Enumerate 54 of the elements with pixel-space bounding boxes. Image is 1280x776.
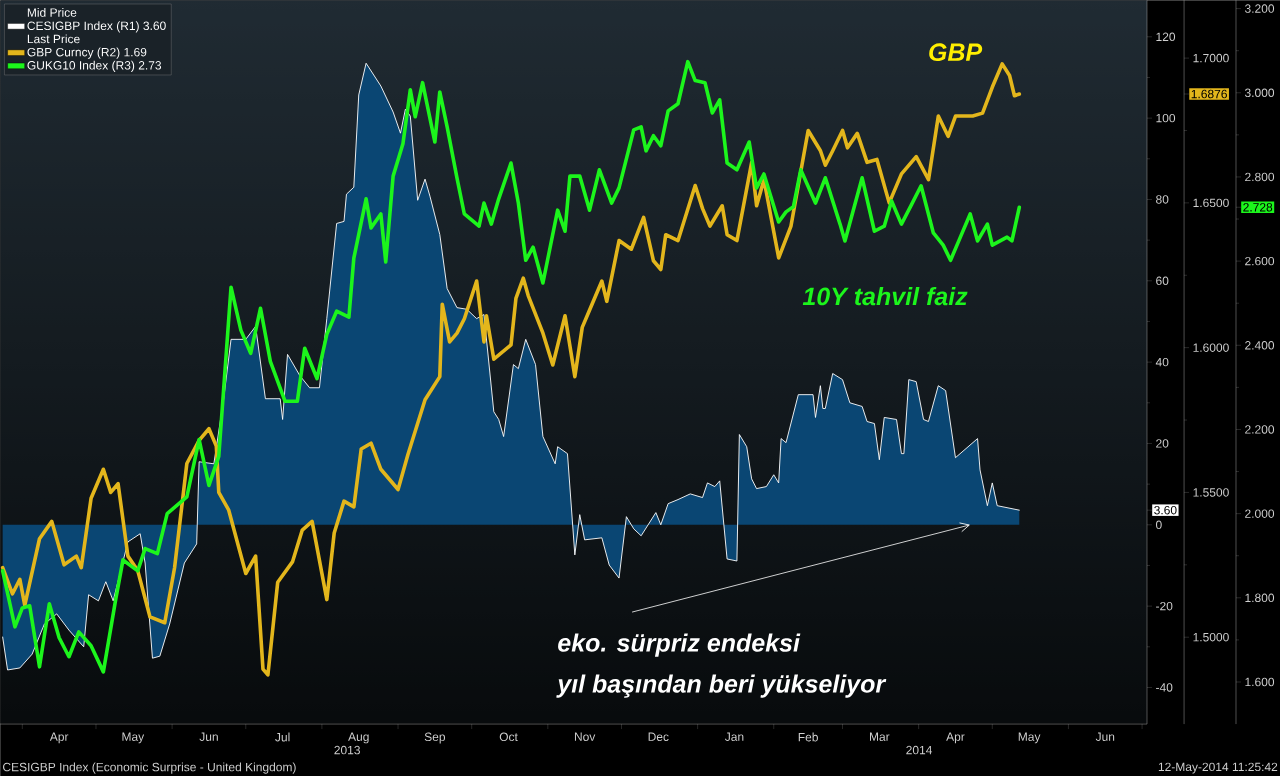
y-tick-label: 120 — [1156, 32, 1176, 41]
text: 12-May-2014 11:25:42 — [1158, 762, 1278, 774]
x-tick-label: Aug — [348, 732, 369, 744]
annotation: yıl başından beri yükseliyor — [556, 674, 887, 698]
x-tick-label: Mar — [869, 732, 890, 741]
y-tick-label: 3.60 — [1154, 505, 1177, 515]
y-tick-label: 40 — [1155, 357, 1169, 367]
y-tick-label: -40 — [1156, 683, 1173, 692]
y3-tick-label: 2.000 — [1245, 509, 1275, 518]
legend-label: GUKG10 Index (R3) 2.73 — [27, 60, 162, 72]
x-tick-label: Jul — [275, 732, 290, 742]
annotation: 10Y tahvil faiz — [802, 286, 968, 306]
y3-tick-label: 2.600 — [1245, 256, 1275, 266]
y-tick-label: -20 — [1156, 601, 1173, 611]
x-tick-label: Jan — [724, 732, 744, 741]
y-tick-label: 100 — [1156, 113, 1176, 123]
y2-tick-label: 1.5000 — [1193, 632, 1229, 642]
x-tick-label: Oct — [499, 732, 518, 742]
y3-tick-label: 2.800 — [1245, 172, 1275, 182]
text: 2014 — [906, 745, 933, 755]
x-tick-label: May — [122, 732, 145, 744]
y3-tick-label: 2.728 — [1243, 202, 1273, 212]
x-tick-label: Jun — [199, 732, 218, 741]
annotation: eko. sürpriz endeksi — [558, 633, 801, 657]
x-tick-label: Sep — [424, 732, 446, 744]
annotation: Mid Price — [27, 7, 77, 17]
legend-label: CESIGBP Index (R1) 3.60 — [27, 21, 166, 33]
y-tick-label: 0 — [1156, 520, 1162, 530]
y2-tick-label: 1.5500 — [1193, 488, 1229, 497]
y-tick-label: 80 — [1156, 195, 1169, 204]
y3-tick-label: 3.200 — [1244, 4, 1275, 13]
legend-label: GBP Curncy (R2) 1.69 — [27, 47, 147, 59]
y2-tick-label: 1.6000 — [1193, 343, 1229, 352]
y3-tick-label: 1.800 — [1245, 593, 1275, 603]
annotation: Last Price — [27, 34, 80, 44]
y3-tick-label: 2.400 — [1245, 341, 1275, 350]
y3-tick-label: 2.200 — [1245, 425, 1275, 434]
x-tick-label: May — [1018, 732, 1041, 744]
y2-tick-label: 1.6876 — [1191, 89, 1227, 99]
y3-tick-label: 1.600 — [1245, 677, 1275, 687]
text: CESIGBP Index (Economic Surprise - United Kingdom) — [3, 762, 296, 774]
x-tick-label: Dec — [648, 732, 669, 741]
x-tick-label: Nov — [574, 732, 596, 741]
x-tick-label: Feb — [798, 732, 818, 742]
y2-tick-label: 1.6500 — [1193, 198, 1229, 208]
y3-tick-label: 3.000 — [1244, 88, 1275, 97]
y2-tick-label: 1.7000 — [1193, 53, 1229, 63]
y-tick-label: 20 — [1156, 439, 1169, 448]
x-tick-label: Apr — [946, 732, 965, 744]
x-tick-label: Apr — [49, 732, 69, 744]
x-tick-label: Jun — [1095, 732, 1115, 741]
y-tick-label: 60 — [1156, 276, 1169, 285]
text: 2013 — [334, 745, 360, 755]
annotation: GBP — [929, 43, 983, 61]
